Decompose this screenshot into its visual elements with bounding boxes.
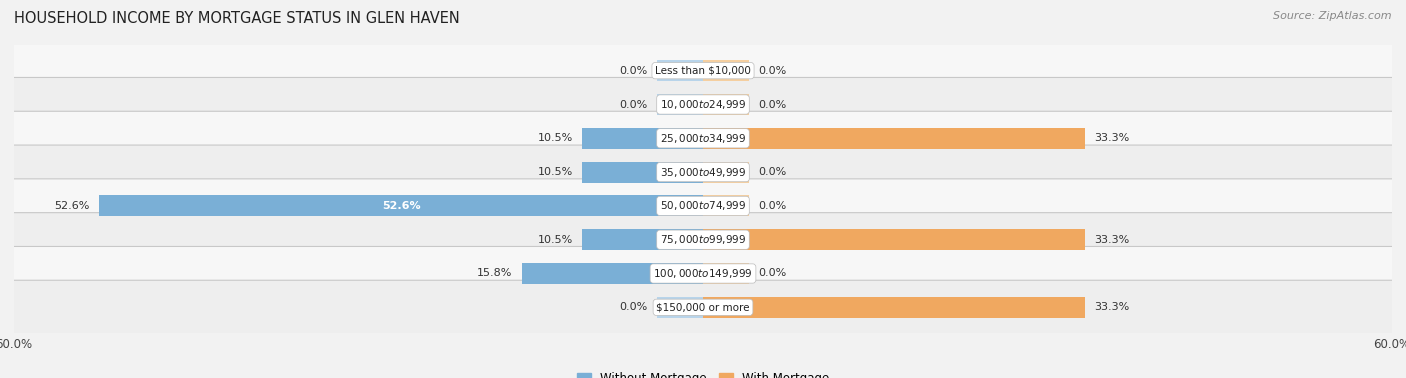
Bar bbox=[98, 195, 703, 216]
Bar bbox=[703, 297, 1085, 318]
FancyBboxPatch shape bbox=[0, 280, 1406, 334]
Text: HOUSEHOLD INCOME BY MORTGAGE STATUS IN GLEN HAVEN: HOUSEHOLD INCOME BY MORTGAGE STATUS IN G… bbox=[14, 11, 460, 26]
Bar bbox=[657, 297, 703, 318]
Bar bbox=[703, 263, 749, 284]
Text: 52.6%: 52.6% bbox=[55, 201, 90, 211]
Text: $50,000 to $74,999: $50,000 to $74,999 bbox=[659, 200, 747, 212]
Bar bbox=[657, 60, 703, 81]
FancyBboxPatch shape bbox=[0, 179, 1406, 233]
Text: 0.0%: 0.0% bbox=[758, 66, 786, 76]
Bar bbox=[703, 128, 1085, 149]
FancyBboxPatch shape bbox=[0, 246, 1406, 301]
Bar bbox=[582, 162, 703, 183]
Bar bbox=[582, 128, 703, 149]
Bar bbox=[703, 195, 749, 216]
Text: 10.5%: 10.5% bbox=[538, 133, 574, 143]
Text: 0.0%: 0.0% bbox=[758, 201, 786, 211]
Text: 52.6%: 52.6% bbox=[381, 201, 420, 211]
FancyBboxPatch shape bbox=[0, 145, 1406, 199]
Text: 0.0%: 0.0% bbox=[758, 268, 786, 279]
Text: $10,000 to $24,999: $10,000 to $24,999 bbox=[659, 98, 747, 111]
Text: $75,000 to $99,999: $75,000 to $99,999 bbox=[659, 233, 747, 246]
Bar bbox=[582, 229, 703, 250]
Text: 10.5%: 10.5% bbox=[538, 235, 574, 245]
Text: $100,000 to $149,999: $100,000 to $149,999 bbox=[654, 267, 752, 280]
FancyBboxPatch shape bbox=[0, 213, 1406, 267]
Text: 15.8%: 15.8% bbox=[477, 268, 512, 279]
Text: 10.5%: 10.5% bbox=[538, 167, 574, 177]
Legend: Without Mortgage, With Mortgage: Without Mortgage, With Mortgage bbox=[572, 367, 834, 378]
Text: 33.3%: 33.3% bbox=[1094, 302, 1130, 312]
Text: $150,000 or more: $150,000 or more bbox=[657, 302, 749, 312]
Text: 0.0%: 0.0% bbox=[620, 66, 648, 76]
Bar bbox=[703, 229, 1085, 250]
Bar bbox=[657, 94, 703, 115]
Text: Less than $10,000: Less than $10,000 bbox=[655, 66, 751, 76]
FancyBboxPatch shape bbox=[0, 77, 1406, 132]
Text: $25,000 to $34,999: $25,000 to $34,999 bbox=[659, 132, 747, 145]
Bar bbox=[703, 162, 749, 183]
Text: 0.0%: 0.0% bbox=[758, 99, 786, 110]
Text: 33.3%: 33.3% bbox=[1094, 133, 1130, 143]
Text: Source: ZipAtlas.com: Source: ZipAtlas.com bbox=[1274, 11, 1392, 21]
Text: 0.0%: 0.0% bbox=[620, 302, 648, 312]
Text: 0.0%: 0.0% bbox=[620, 99, 648, 110]
Bar bbox=[522, 263, 703, 284]
FancyBboxPatch shape bbox=[0, 111, 1406, 165]
FancyBboxPatch shape bbox=[0, 44, 1406, 98]
Text: 0.0%: 0.0% bbox=[758, 167, 786, 177]
Text: 33.3%: 33.3% bbox=[1094, 235, 1130, 245]
Bar bbox=[703, 60, 749, 81]
Text: $35,000 to $49,999: $35,000 to $49,999 bbox=[659, 166, 747, 178]
Bar bbox=[703, 94, 749, 115]
